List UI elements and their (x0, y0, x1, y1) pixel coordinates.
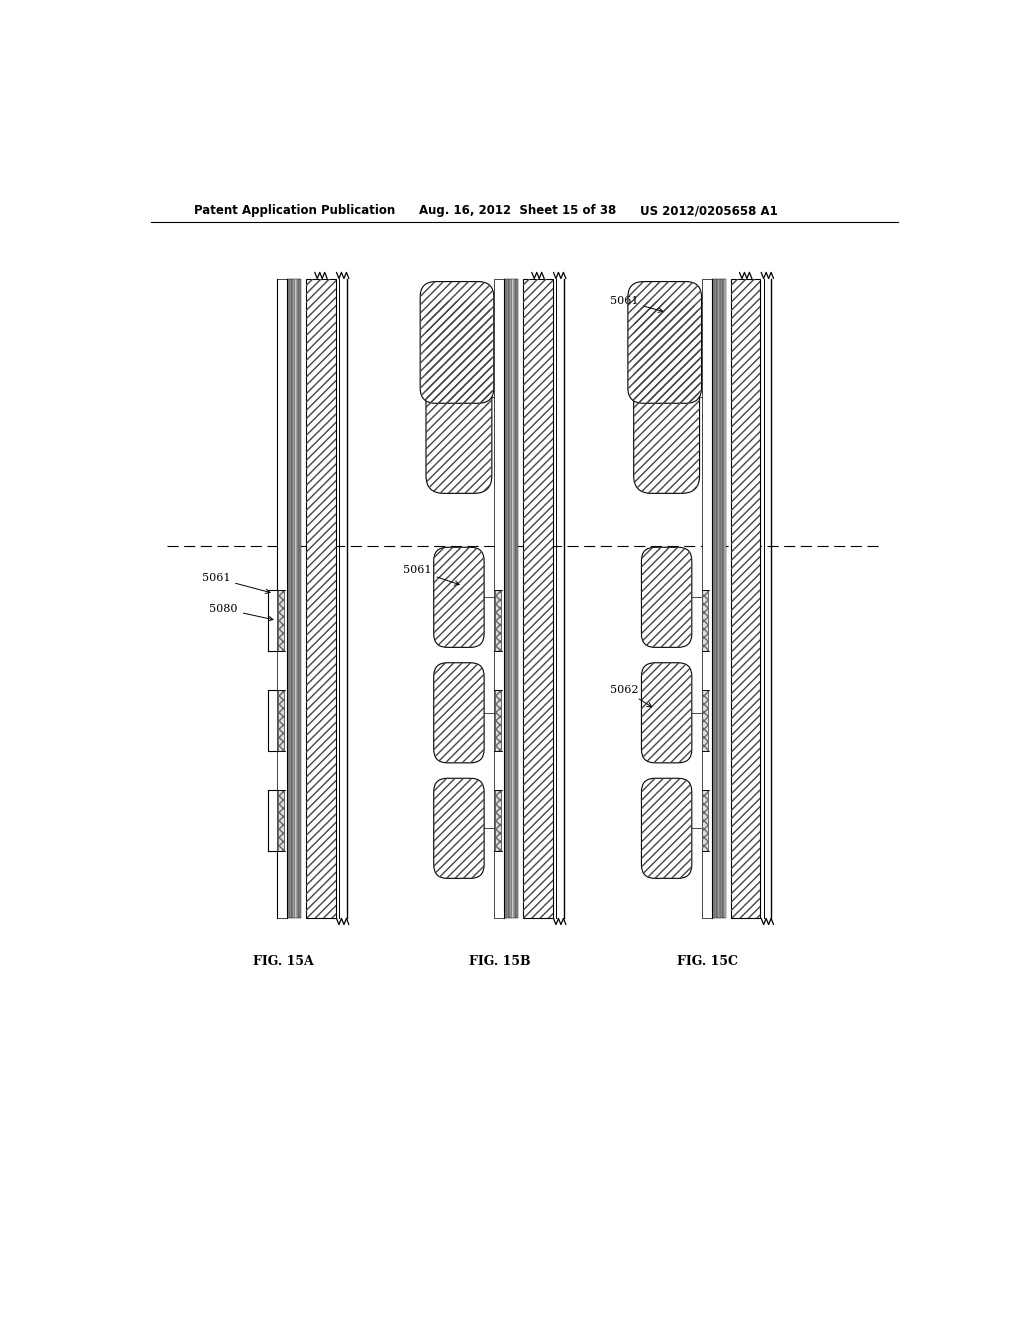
FancyBboxPatch shape (434, 548, 484, 647)
Bar (495, 590, 501, 651)
Bar (724, 279, 726, 919)
Text: 5061: 5061 (403, 565, 459, 585)
FancyBboxPatch shape (641, 663, 692, 763)
Text: FIG. 15B: FIG. 15B (469, 954, 530, 968)
Bar (287, 279, 289, 919)
Bar (294, 279, 295, 919)
Text: 5080: 5080 (209, 603, 273, 620)
Bar (523, 279, 553, 919)
Bar (289, 279, 291, 919)
Bar (504, 279, 506, 919)
Bar (278, 689, 284, 751)
FancyBboxPatch shape (628, 281, 701, 404)
Bar (731, 279, 761, 919)
Bar (720, 279, 721, 919)
Bar (278, 789, 284, 851)
Bar (278, 590, 284, 651)
Text: Patent Application Publication: Patent Application Publication (194, 205, 395, 218)
Bar (718, 279, 720, 919)
Bar (702, 789, 709, 851)
Bar (702, 689, 709, 751)
Bar (731, 279, 761, 919)
Bar (300, 279, 301, 919)
Bar (292, 279, 294, 919)
FancyBboxPatch shape (434, 663, 484, 763)
Bar (495, 689, 501, 751)
FancyBboxPatch shape (420, 281, 494, 404)
Bar (515, 279, 517, 919)
Bar (278, 590, 284, 651)
Bar (702, 789, 709, 851)
Bar (715, 279, 717, 919)
Text: FIG. 15C: FIG. 15C (677, 954, 738, 968)
Bar (701, 279, 712, 919)
Bar (297, 279, 299, 919)
Bar (721, 279, 723, 919)
Bar (512, 279, 514, 919)
Bar (278, 689, 284, 751)
Text: Aug. 16, 2012  Sheet 15 of 38: Aug. 16, 2012 Sheet 15 of 38 (419, 205, 615, 218)
Bar (702, 689, 709, 751)
Bar (702, 590, 709, 651)
Bar (723, 279, 724, 919)
Bar (507, 279, 509, 919)
Bar (510, 279, 512, 919)
Bar (702, 590, 709, 651)
Bar (291, 279, 292, 919)
Text: FIG. 15A: FIG. 15A (253, 954, 313, 968)
Bar (494, 279, 504, 919)
Bar (495, 789, 501, 851)
Bar (714, 279, 715, 919)
Bar (514, 279, 515, 919)
FancyBboxPatch shape (634, 301, 699, 494)
Bar (495, 789, 501, 851)
Bar (299, 279, 300, 919)
Bar (278, 789, 284, 851)
FancyBboxPatch shape (641, 548, 692, 647)
Bar (523, 279, 553, 919)
Bar (517, 279, 518, 919)
Bar (306, 279, 336, 919)
Bar (495, 590, 501, 651)
FancyBboxPatch shape (434, 779, 484, 878)
Text: US 2012/0205658 A1: US 2012/0205658 A1 (640, 205, 777, 218)
Bar (295, 279, 297, 919)
Bar (306, 279, 336, 919)
FancyBboxPatch shape (641, 779, 692, 878)
FancyBboxPatch shape (426, 301, 492, 494)
Text: 5062: 5062 (610, 685, 651, 708)
Bar (276, 279, 287, 919)
Bar (495, 689, 501, 751)
Text: 5061: 5061 (610, 296, 663, 313)
Text: 5061: 5061 (202, 573, 270, 594)
Bar (712, 279, 714, 919)
Bar (509, 279, 510, 919)
Bar (717, 279, 718, 919)
Bar (506, 279, 507, 919)
